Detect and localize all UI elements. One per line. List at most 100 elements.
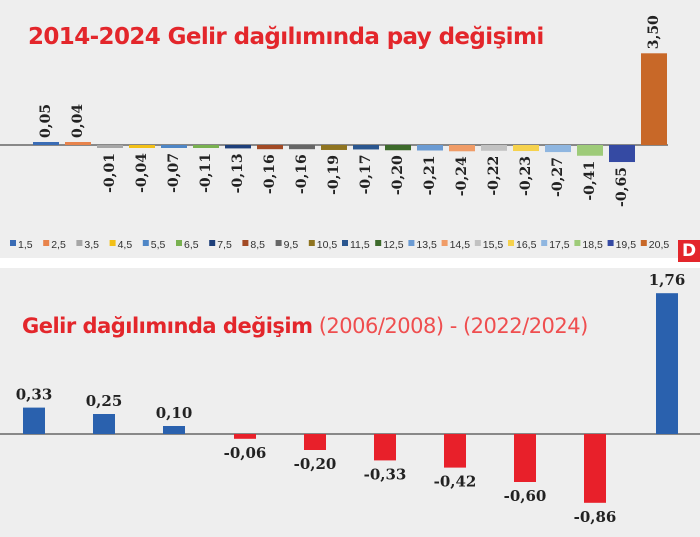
- data-label: 0,04: [70, 104, 86, 138]
- legend-entry: 8,5: [250, 239, 265, 251]
- data-label: -0,86: [574, 508, 617, 526]
- data-label: -0,19: [326, 155, 342, 195]
- bar-19-5: [609, 145, 635, 163]
- data-label: -0,27: [550, 157, 566, 197]
- data-label: 0,25: [86, 392, 123, 410]
- chart-title-top: 2014-2024 Gelir dağılımında pay değişimi: [28, 24, 544, 50]
- bar-chart-bottom: 0,33 0,25 0,10 -0,06 -0,20 -0,33 -0,42 -0,60 -0,…: [0, 271, 700, 526]
- legend-swatch: [142, 240, 149, 246]
- legend-swatch: [242, 240, 249, 246]
- data-label: -0,41: [582, 161, 598, 201]
- bar-1: [23, 407, 45, 434]
- legend-entry: 9,5: [284, 239, 299, 251]
- legend-swatch: [308, 240, 315, 246]
- bar-17-5: [545, 145, 571, 153]
- data-label: -0,11: [198, 153, 214, 193]
- data-label: -0,04: [134, 153, 150, 193]
- bar-9-5: [289, 145, 315, 150]
- data-label: -0,33: [364, 465, 407, 483]
- legend-entry: 5,5: [151, 239, 166, 251]
- data-label: 0,10: [156, 404, 193, 422]
- legend-entry: 7,5: [217, 239, 232, 251]
- legend-swatch: [640, 240, 647, 246]
- legend-entry: 6,5: [184, 239, 199, 251]
- legend-swatch: [607, 240, 614, 246]
- legend-swatch: [574, 240, 581, 246]
- legend-entry: 18,5: [582, 239, 603, 251]
- legend-swatch: [76, 240, 83, 246]
- bar-3: [163, 426, 185, 434]
- legend-swatch: [441, 240, 448, 246]
- data-label: -0,60: [504, 487, 547, 505]
- legend-swatch: [209, 240, 216, 246]
- bar-7-5: [225, 145, 251, 149]
- bar-8: [514, 434, 536, 482]
- data-label: -0,23: [518, 156, 534, 196]
- legend-entry: 16,5: [516, 239, 537, 251]
- chart-title-bottom: Gelir dağılımında değişim (2006/2008) - …: [22, 314, 588, 338]
- bar-13-5: [417, 145, 443, 151]
- legend-entry: 2,5: [51, 239, 66, 251]
- bar-16-5: [513, 145, 539, 152]
- chart-panel-bottom: Gelir dağılımında değişim (2006/2008) - …: [0, 268, 700, 537]
- bar-10-5: [321, 145, 347, 150]
- data-label: -0,65: [614, 167, 630, 207]
- data-label: 0,05: [38, 104, 54, 138]
- legend-swatch: [474, 240, 481, 246]
- legend-swatch: [508, 240, 514, 246]
- chart-panel-top: 2014-2024 Gelir dağılımında pay değişimi…: [0, 0, 700, 262]
- bar-9: [584, 434, 606, 503]
- data-label: -0,16: [294, 154, 310, 194]
- bar-18-5: [577, 145, 603, 156]
- data-label: -0,06: [224, 444, 267, 462]
- legend-entry: 14,5: [450, 239, 471, 251]
- bar-4: [234, 434, 256, 439]
- legend-entry: 3,5: [84, 239, 99, 251]
- legend-swatch: [541, 240, 548, 246]
- data-label: 3,50: [646, 15, 662, 49]
- bar-2-5: [65, 142, 91, 145]
- legend-entry: 11,5: [350, 239, 370, 251]
- data-label: -0,20: [390, 155, 406, 195]
- data-label: -0,24: [454, 156, 470, 196]
- data-label: 0,33: [16, 386, 53, 404]
- data-label: -0,22: [486, 156, 502, 196]
- legend-entry: 19,5: [616, 239, 637, 251]
- bar-6-5: [193, 145, 219, 148]
- data-label: -0,13: [230, 153, 246, 193]
- bar-10: [656, 293, 678, 434]
- bar-14-5: [449, 145, 475, 152]
- bar-7: [444, 434, 466, 468]
- legend-entry: 20,5: [649, 239, 670, 251]
- data-label: 1,76: [649, 271, 686, 289]
- data-label: -0,07: [166, 153, 182, 193]
- legend-swatch: [375, 240, 382, 246]
- chart-subtitle: (2006/2008) - (2022/2024): [318, 314, 589, 338]
- legend-entry: 13,5: [416, 239, 437, 251]
- bar-2: [93, 414, 115, 434]
- bar-5-5: [161, 145, 187, 148]
- legend-swatch: [10, 240, 16, 246]
- legend-entry: 1,5: [18, 239, 33, 251]
- bar-12-5: [385, 145, 411, 151]
- legend-entry: 4,5: [118, 239, 133, 251]
- bar-20-5: [641, 53, 667, 145]
- bar-5: [304, 434, 326, 450]
- legend-swatch: [275, 240, 282, 246]
- bar-8-5: [257, 145, 283, 150]
- legend-swatch: [43, 240, 50, 246]
- data-label: -0,17: [358, 154, 374, 194]
- chart-title-main: Gelir dağılımında değişim: [22, 314, 313, 338]
- legend-entry: 12,5: [383, 239, 404, 251]
- data-label: -0,01: [102, 153, 118, 193]
- data-label: -0,16: [262, 154, 278, 194]
- legend-swatch: [408, 240, 415, 246]
- legend-entry: 10,5: [317, 239, 338, 251]
- brand-logo-icon: D: [678, 240, 700, 262]
- bar-15-5: [481, 145, 507, 151]
- bar-3-5: [97, 145, 123, 148]
- legend-entry: 15,5: [483, 239, 504, 251]
- bar-chart-top: 0,05 0,04 -0,01 -0,04 -0,07 -0,11 -0,13 -0,16 -0…: [0, 15, 670, 251]
- bar-1-5: [33, 142, 59, 145]
- data-label: -0,20: [294, 455, 337, 473]
